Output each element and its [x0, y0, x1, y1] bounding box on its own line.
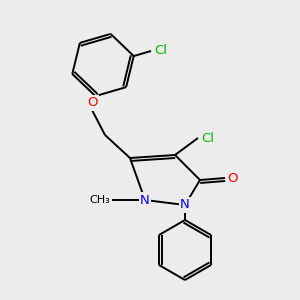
Text: N: N	[180, 199, 190, 212]
Text: Cl: Cl	[154, 44, 167, 58]
Text: Cl: Cl	[202, 131, 214, 145]
Text: O: O	[228, 172, 238, 184]
Text: CH₃: CH₃	[90, 195, 110, 205]
Text: O: O	[87, 97, 97, 110]
Text: N: N	[140, 194, 150, 206]
